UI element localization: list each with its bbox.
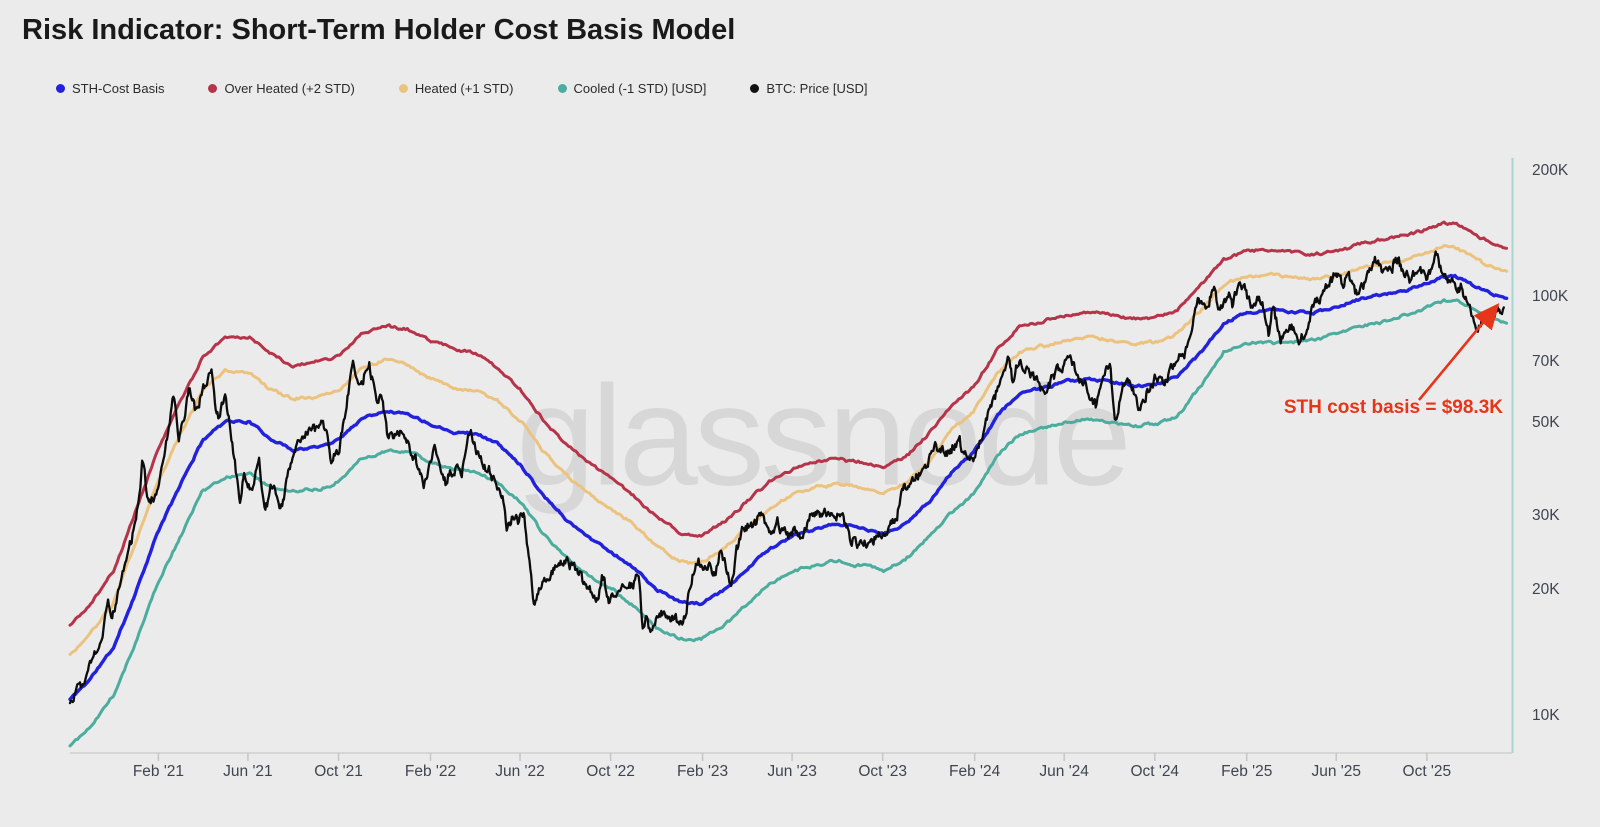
legend-item-label: Cooled (-1 STD) [USD] [573,81,707,96]
legend-item-over-heated-2-std[interactable]: Over Heated (+2 STD) [208,81,355,96]
glassnode-watermark: glassnode [516,356,1131,516]
page-title: Risk Indicator: Short-Term Holder Cost B… [22,14,736,46]
x-tick-label: Oct '24 [1130,763,1179,780]
legend-color-dot-icon [398,84,408,93]
legend-item-heated-1-std[interactable]: Heated (+1 STD) [398,81,514,96]
legend-item-sth-cost-basis[interactable]: STH-Cost Basis [56,81,164,96]
x-tick-label: Jun '25 [1311,763,1361,780]
y-tick-label: 30K [1532,507,1560,524]
y-tick-label: 100K [1532,288,1569,305]
x-tick-label: Oct '25 [1403,763,1452,780]
legend-item-btc-price-usd[interactable]: BTC: Price [USD] [750,81,868,96]
legend-item-label: Heated (+1 STD) [414,81,514,96]
x-tick-label: Jun '21 [223,763,273,780]
y-tick-label: 20K [1532,581,1560,598]
x-tick-label: Feb '21 [133,763,184,780]
x-tick-label: Feb '24 [949,763,1001,780]
series-cooled-1-std-usd [68,298,1509,748]
legend-item-label: STH-Cost Basis [72,81,165,96]
series-btc-price-usd [68,250,1505,705]
series-over-heated-2-std [68,220,1509,627]
series-heated-1-std [68,244,1509,656]
legend-color-dot-icon [557,84,567,93]
legend-item-label: Over Heated (+2 STD) [224,81,355,96]
x-tick-label: Jun '24 [1039,763,1089,780]
legend-item-label: BTC: Price [USD] [766,81,868,96]
x-tick-label: Feb '22 [405,763,456,780]
legend-item-cooled-1-std-usd[interactable]: Cooled (-1 STD) [USD] [557,81,707,96]
y-tick-label: 70K [1532,353,1560,370]
x-tick-label: Oct '21 [314,763,363,780]
x-tick-label: Oct '23 [858,763,907,780]
y-tick-label: 200K [1532,162,1569,179]
legend-color-dot-icon [208,84,218,93]
sth-cost-basis-annotation: STH cost basis = $98.3K [1283,397,1503,418]
legend-color-dot-icon [56,84,65,93]
annotation-arrow-icon [1417,302,1500,401]
y-tick-label: 50K [1532,414,1560,431]
x-tick-label: Oct '22 [586,763,635,780]
x-tick-label: Feb '23 [677,763,728,780]
legend: STH-Cost Basis Over Heated (+2 STD) Heated… [56,81,868,96]
legend-color-dot-icon [750,84,760,93]
x-tick-label: Feb '25 [1221,763,1272,780]
x-tick-label: Jun '22 [495,763,545,780]
x-tick-label: Jun '23 [767,763,817,780]
y-tick-label: 10K [1532,707,1560,724]
